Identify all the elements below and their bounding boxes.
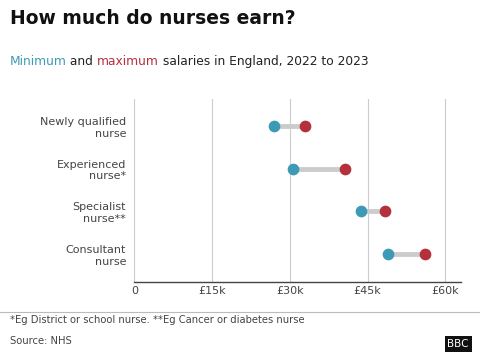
Point	[381, 208, 389, 214]
Point	[357, 208, 365, 214]
Text: maximum: maximum	[97, 55, 159, 68]
Point	[289, 166, 297, 172]
Text: BBC: BBC	[447, 339, 469, 348]
Text: salaries in England, 2022 to 2023: salaries in England, 2022 to 2023	[159, 55, 369, 68]
Text: How much do nurses earn?: How much do nurses earn?	[10, 9, 295, 28]
Text: Minimum: Minimum	[10, 55, 66, 68]
Point	[384, 251, 392, 257]
Point	[301, 124, 309, 129]
Text: Source: NHS: Source: NHS	[10, 336, 72, 346]
Text: and: and	[66, 55, 97, 68]
Point	[341, 166, 348, 172]
Point	[270, 124, 278, 129]
Point	[421, 251, 429, 257]
Text: *Eg District or school nurse. **Eg Cancer or diabetes nurse: *Eg District or school nurse. **Eg Cance…	[10, 315, 304, 325]
